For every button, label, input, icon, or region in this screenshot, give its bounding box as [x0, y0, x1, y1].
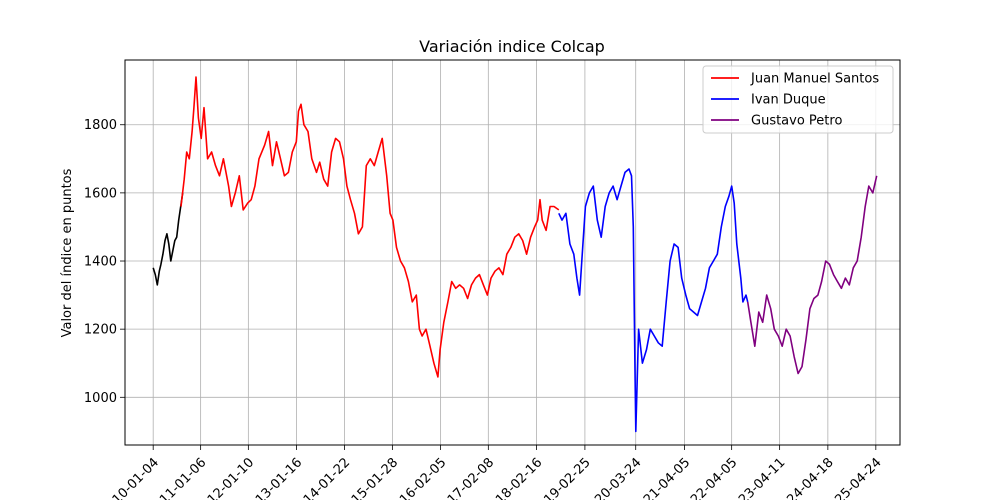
- y-axis: 1000 1200 1400 1600 1800: [84, 118, 125, 406]
- y-tick-label: 1000: [84, 391, 117, 406]
- x-tick-label: 2020-03-24: [581, 455, 645, 500]
- series-line-unnamed: [152, 192, 184, 286]
- y-axis-label: Valor del índice en puntos: [60, 168, 75, 337]
- y-tick-label: 1600: [84, 186, 117, 201]
- plot-frame: [124, 59, 901, 446]
- x-tick-label: 2010-01-04: [98, 455, 162, 500]
- series-line-juan-manuel-santos: [180, 76, 560, 378]
- y-tick-label: 1200: [84, 323, 117, 338]
- legend-label: Ivan Duque: [751, 93, 826, 108]
- series-line-gustavo-petro: [746, 175, 878, 375]
- legend-box: [702, 65, 894, 134]
- legend-label: Juan Manuel Santos: [750, 72, 879, 87]
- legend-label: Gustavo Petro: [751, 114, 842, 129]
- legend: Juan Manuel Santos Ivan Duque Gustavo Petr…: [702, 65, 894, 134]
- series-line-ivan-duque: [558, 168, 749, 433]
- grid: [125, 60, 900, 445]
- series-lines: [152, 76, 878, 433]
- x-axis: 2010-01-042011-01-062012-01-102013-01-16…: [98, 445, 885, 500]
- chart-title: Variación indice Colcap: [419, 37, 605, 56]
- y-tick-label: 1800: [84, 118, 117, 133]
- y-tick-label: 1400: [84, 255, 117, 270]
